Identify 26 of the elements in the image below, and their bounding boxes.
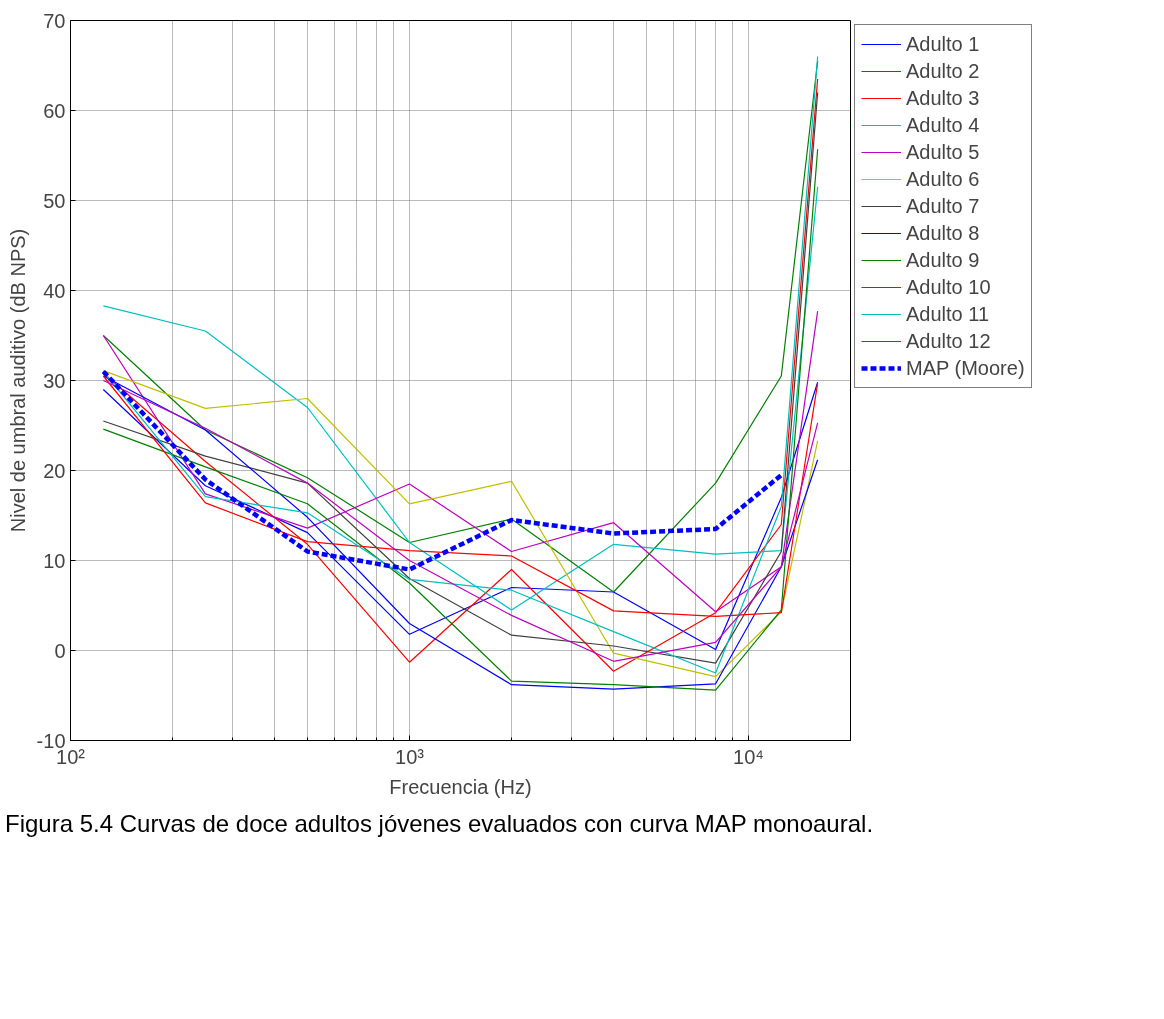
y-tick-label: 0: [54, 639, 66, 662]
legend-label: Adulto 5: [906, 139, 980, 165]
legend-label: MAP (Moore): [906, 355, 1025, 381]
y-tick-label: 60: [43, 99, 66, 122]
legend-label: Adulto 8: [906, 220, 980, 246]
legend-label: Adulto 9: [906, 247, 980, 273]
y-tick-label: 40: [43, 279, 66, 302]
text: Figura 5.4 Curvas de doce adultos jóvenes evaluados con curva MAP monoaural.: [5, 809, 874, 839]
y-tick-label: 30: [43, 369, 66, 392]
legend-label: Adulto 1: [906, 31, 980, 57]
legend-label: Adulto 7: [906, 193, 980, 219]
y-tick-label: 20: [43, 459, 66, 482]
x-tick-label: 10³: [395, 745, 425, 768]
y-tick-label: 10: [43, 549, 66, 572]
y-axis-title: Nivel de umbral auditivo (dB NPS): [6, 228, 29, 533]
legend-label: Adulto 11: [906, 301, 990, 327]
legend-label: Adulto 4: [906, 112, 980, 138]
x-axis-title: Frecuencia (Hz): [389, 775, 532, 798]
legend-label: Adulto 10: [906, 274, 991, 300]
legend-label: Adulto 2: [906, 58, 980, 84]
y-tick-label: 50: [43, 189, 66, 212]
y-tick-label: 70: [43, 9, 66, 32]
legend-label: Adulto 12: [906, 328, 991, 354]
x-tick-label: 10⁴: [733, 745, 764, 768]
legend-label: Adulto 3: [906, 85, 980, 111]
legend-label: Adulto 6: [906, 166, 980, 192]
